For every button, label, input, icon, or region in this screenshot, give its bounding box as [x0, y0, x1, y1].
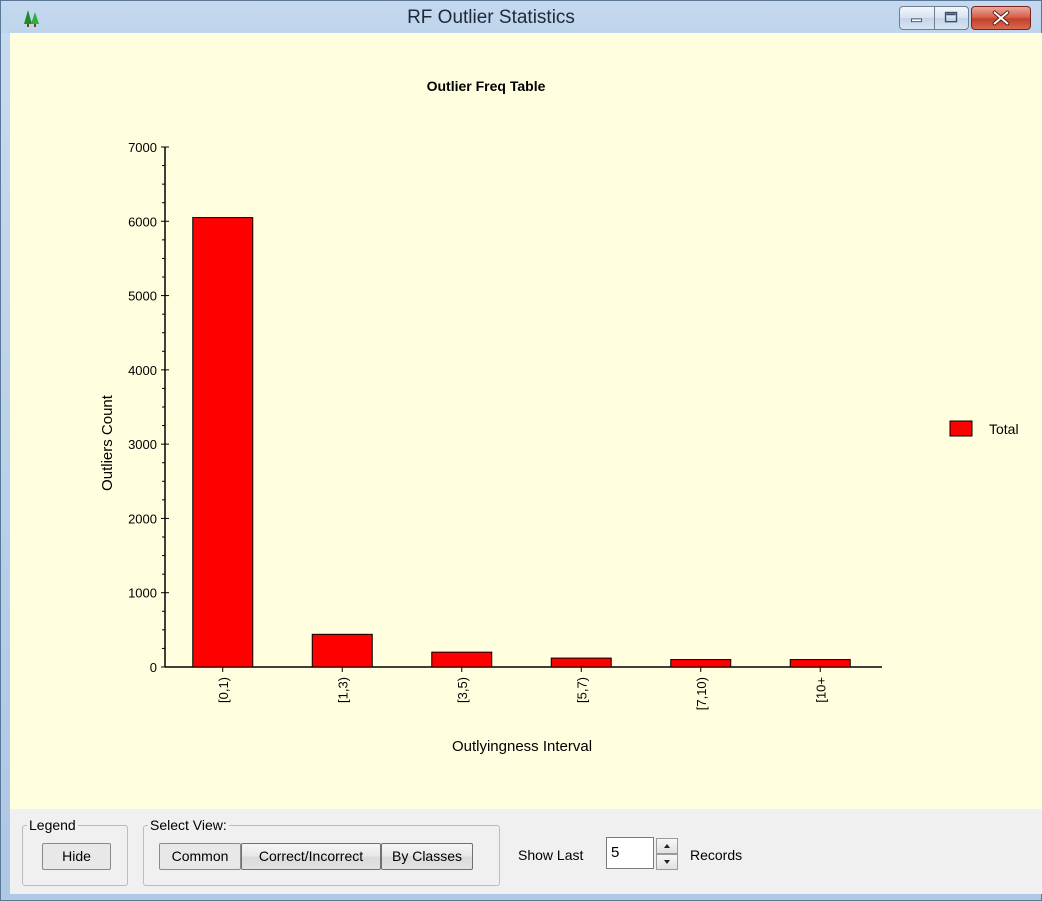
correct-incorrect-view-button[interactable]: Correct/Incorrect [241, 843, 381, 870]
y-tick-label: 4000 [128, 363, 157, 378]
x-tick-label: [5,7) [574, 677, 589, 703]
x-axis-label: Outlyingness Interval [452, 738, 592, 755]
by-classes-view-button[interactable]: By Classes [381, 843, 473, 870]
legend: Total [949, 420, 1019, 437]
records-count-input[interactable]: 5 [606, 837, 654, 869]
x-tick-label: [3,5) [455, 677, 470, 703]
y-tick-label: 7000 [128, 140, 157, 155]
y-axis-label: Outliers Count [99, 394, 116, 491]
y-tick-label: 6000 [128, 214, 157, 229]
chevron-up-icon [664, 844, 670, 848]
legend-group-label: Legend [27, 817, 78, 833]
bar-chart: Outlier Freq Table Outliers Count Outlyi… [99, 78, 1019, 755]
tree-icon [24, 10, 39, 27]
controls-panel: Legend Hide Select View: Common Correct/… [10, 809, 1042, 894]
legend-group: Legend Hide [22, 817, 128, 886]
bar [789, 659, 851, 668]
window-left-frame [1, 33, 10, 894]
bar [311, 633, 373, 668]
x-tick-label: [1,3) [335, 677, 350, 703]
x-tick-label: [7,10) [694, 677, 709, 710]
x-tick-label: [0,1) [216, 677, 231, 703]
maximize-button[interactable] [934, 6, 969, 30]
y-tick-label: 0 [150, 660, 157, 675]
legend-swatch-total [949, 420, 973, 437]
records-label: Records [690, 847, 743, 863]
common-view-button[interactable]: Common [159, 843, 241, 870]
y-tick-label: 1000 [128, 586, 157, 601]
legend-label-total: Total [989, 421, 1019, 437]
minimize-icon [911, 18, 923, 23]
close-icon [992, 10, 1010, 26]
bar [670, 659, 732, 668]
chevron-down-icon [664, 860, 670, 864]
y-tick-label: 5000 [128, 289, 157, 304]
y-tick-label: 3000 [128, 437, 157, 452]
maximize-icon [944, 11, 958, 23]
title-bar[interactable]: RF Outlier Statistics [1, 1, 1041, 33]
bar [550, 657, 612, 668]
client-area: Outlier Freq Table Outliers Count Outlyi… [10, 33, 1042, 894]
window-title: RF Outlier Statistics [407, 7, 575, 28]
minimize-button[interactable] [899, 6, 935, 30]
x-tick-label: [10+ [813, 677, 828, 703]
hide-legend-button[interactable]: Hide [42, 843, 111, 870]
y-tick-label: 2000 [128, 511, 157, 526]
select-view-group: Select View: Common Correct/Incorrect By… [143, 817, 500, 886]
chart-title: Outlier Freq Table [427, 78, 546, 94]
select-view-label: Select View: [148, 817, 229, 833]
chart-area: Outlier Freq Table Outliers Count Outlyi… [10, 33, 1042, 809]
show-last-label: Show Last [518, 847, 584, 863]
bar [192, 217, 254, 668]
close-button[interactable] [971, 6, 1031, 30]
bar [431, 651, 493, 668]
records-spin-up-button[interactable] [656, 838, 678, 854]
records-spin-down-button[interactable] [656, 854, 678, 870]
